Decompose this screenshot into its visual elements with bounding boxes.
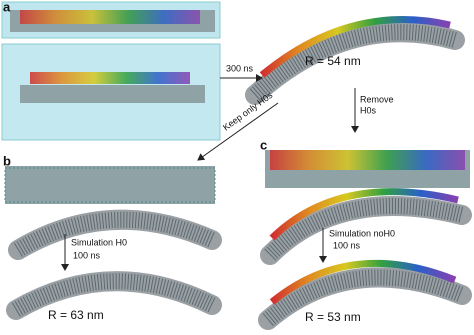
membrane	[4, 167, 216, 203]
arrow-label: 300 ns	[226, 63, 254, 73]
panel-label: a	[3, 0, 11, 14]
sim-label: Simulation H0	[71, 237, 127, 247]
sim-label: Simulation noH0	[329, 228, 395, 238]
membrane	[20, 85, 205, 103]
radius-label: R = 53 nm	[305, 310, 361, 324]
membrane	[249, 24, 458, 101]
proteins	[259, 16, 451, 78]
radius-label: R = 54 nm	[305, 54, 361, 68]
membrane	[6, 271, 222, 320]
proteins	[269, 259, 457, 305]
proteins	[270, 150, 465, 170]
membrane	[5, 166, 215, 204]
arrow	[197, 102, 279, 161]
panel-label: c	[260, 137, 267, 152]
proteins	[30, 72, 190, 84]
arrow-label: Remove	[360, 94, 394, 104]
membrane	[260, 196, 472, 265]
proteins	[20, 10, 200, 24]
proteins	[269, 188, 459, 241]
panel-label: b	[3, 153, 11, 168]
sim-label: 100 ns	[333, 240, 361, 250]
sim-label: 100 ns	[73, 250, 101, 260]
membrane	[8, 209, 222, 260]
membrane	[262, 269, 465, 327]
radius-label: R = 63 nm	[48, 308, 104, 322]
arrow-label: H0s	[360, 105, 377, 115]
